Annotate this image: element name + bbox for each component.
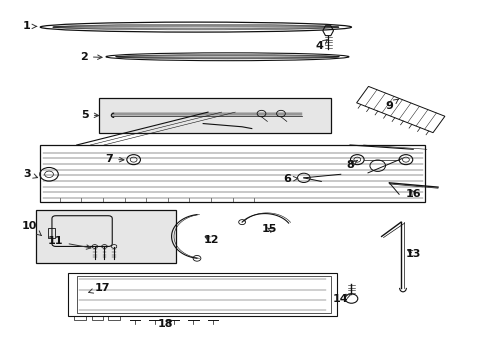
Text: 9: 9: [385, 99, 398, 111]
Text: 1: 1: [23, 21, 37, 31]
Bar: [92, 316, 103, 320]
FancyBboxPatch shape: [36, 210, 176, 263]
Bar: [77, 276, 330, 313]
Text: 17: 17: [88, 283, 110, 293]
Text: 2: 2: [80, 52, 102, 62]
Text: 16: 16: [405, 189, 421, 199]
Bar: [68, 273, 336, 316]
Bar: [108, 316, 120, 320]
Text: 15: 15: [262, 224, 277, 234]
Bar: [47, 228, 55, 238]
Text: 12: 12: [203, 235, 219, 245]
Text: 3: 3: [23, 168, 38, 179]
Text: 10: 10: [22, 221, 41, 235]
Text: 8: 8: [346, 160, 357, 170]
Bar: [40, 145, 425, 202]
Text: 11: 11: [48, 237, 91, 249]
Text: 7: 7: [105, 154, 123, 164]
Text: 6: 6: [283, 174, 297, 184]
Text: 14: 14: [332, 294, 351, 303]
Text: 18: 18: [158, 319, 173, 329]
FancyBboxPatch shape: [99, 98, 330, 133]
Text: 5: 5: [81, 110, 99, 120]
Text: 13: 13: [405, 249, 421, 259]
Text: 4: 4: [315, 40, 326, 51]
Bar: [74, 316, 86, 320]
